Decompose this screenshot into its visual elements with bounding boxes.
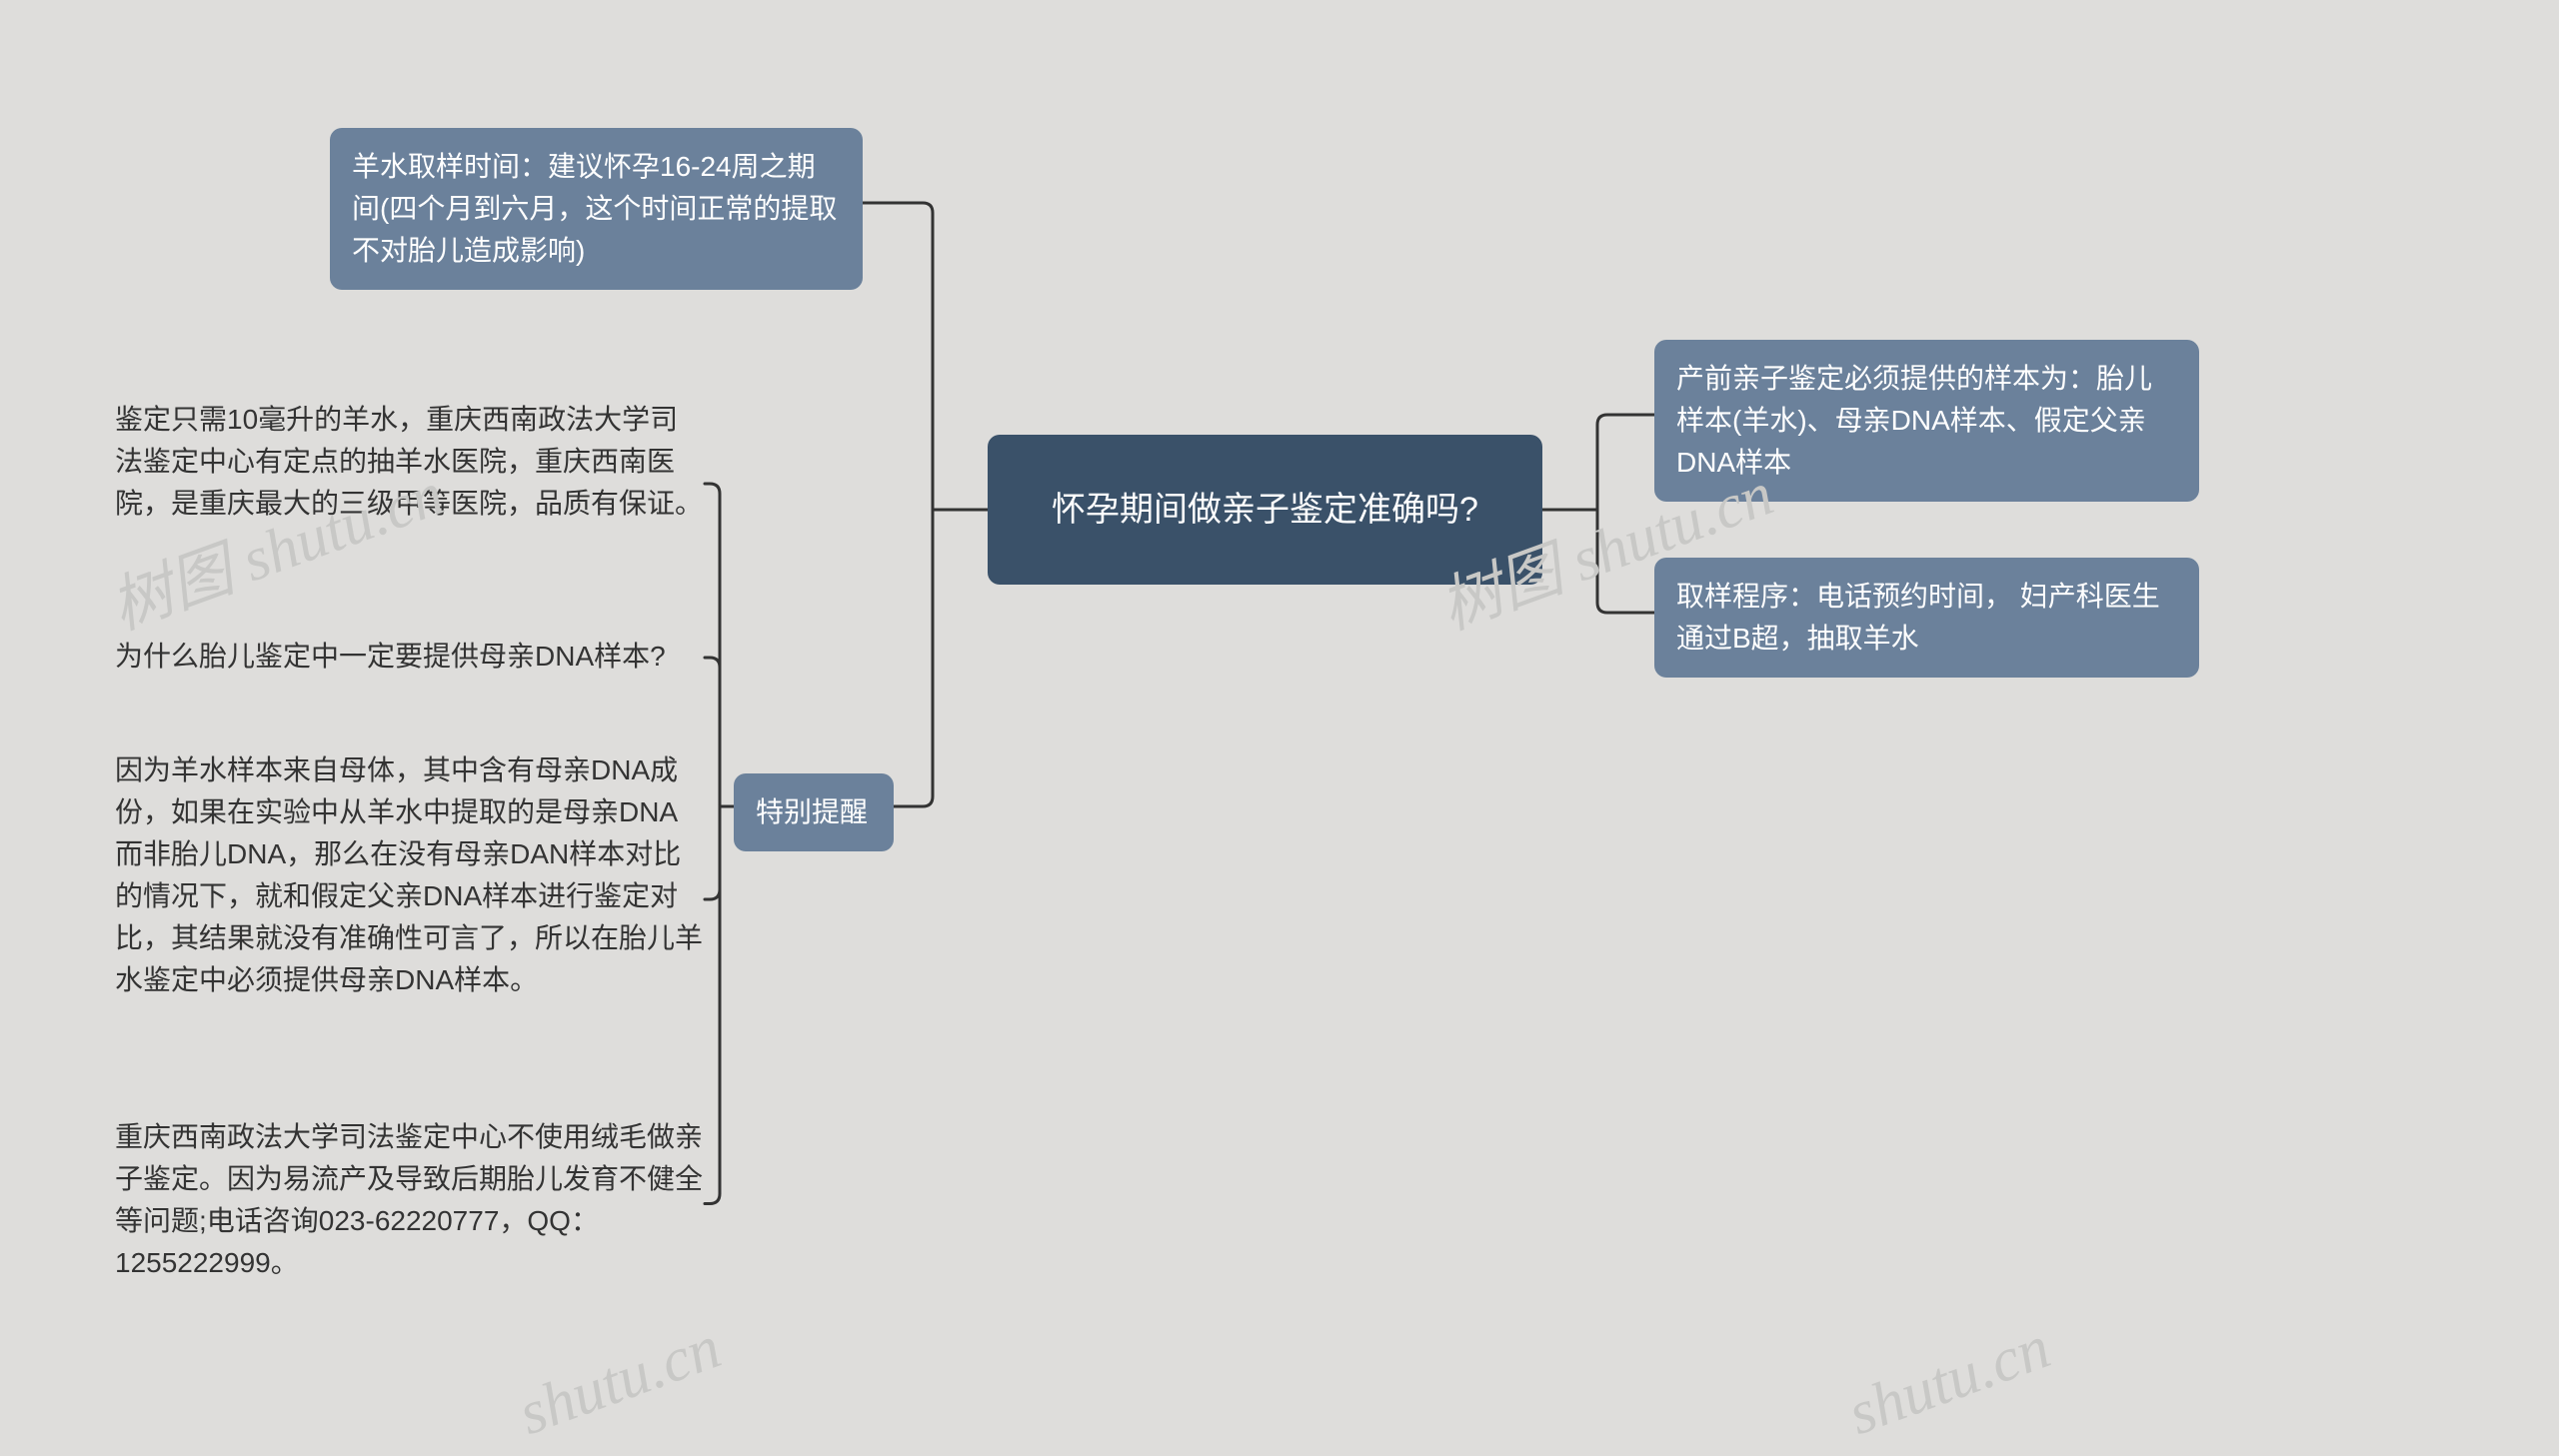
node-contact-info: 重庆西南政法大学司法鉴定中心不使用绒毛做亲子鉴定。因为易流产及导致后期胎儿发育不… [115, 1116, 705, 1291]
node-special-reminder: 特别提醒 [734, 773, 894, 851]
node-sampling-procedure: 取样程序：电话预约时间， 妇产科医生通过B超，抽取羊水 [1654, 558, 2199, 678]
node-10ml-note: 鉴定只需10毫升的羊水，重庆西南政法大学司法鉴定中心有定点的抽羊水医院，重庆西南… [115, 399, 705, 569]
node-amniotic-timing: 羊水取样时间：建议怀孕16-24周之期间(四个月到六月，这个时间正常的提取不对胎… [330, 128, 863, 290]
node-explanation: 因为羊水样本来自母体，其中含有母亲DNA成份，如果在实验中从羊水中提取的是母亲D… [115, 749, 705, 1049]
node-sample-required: 产前亲子鉴定必须提供的样本为：胎儿样本(羊水)、母亲DNA样本、假定父亲DNA样… [1654, 340, 2199, 502]
mindmap-root: 怀孕期间做亲子鉴定准确吗? [988, 435, 1542, 585]
node-why-mother-dna: 为什么胎儿鉴定中一定要提供母亲DNA样本? [115, 636, 705, 680]
